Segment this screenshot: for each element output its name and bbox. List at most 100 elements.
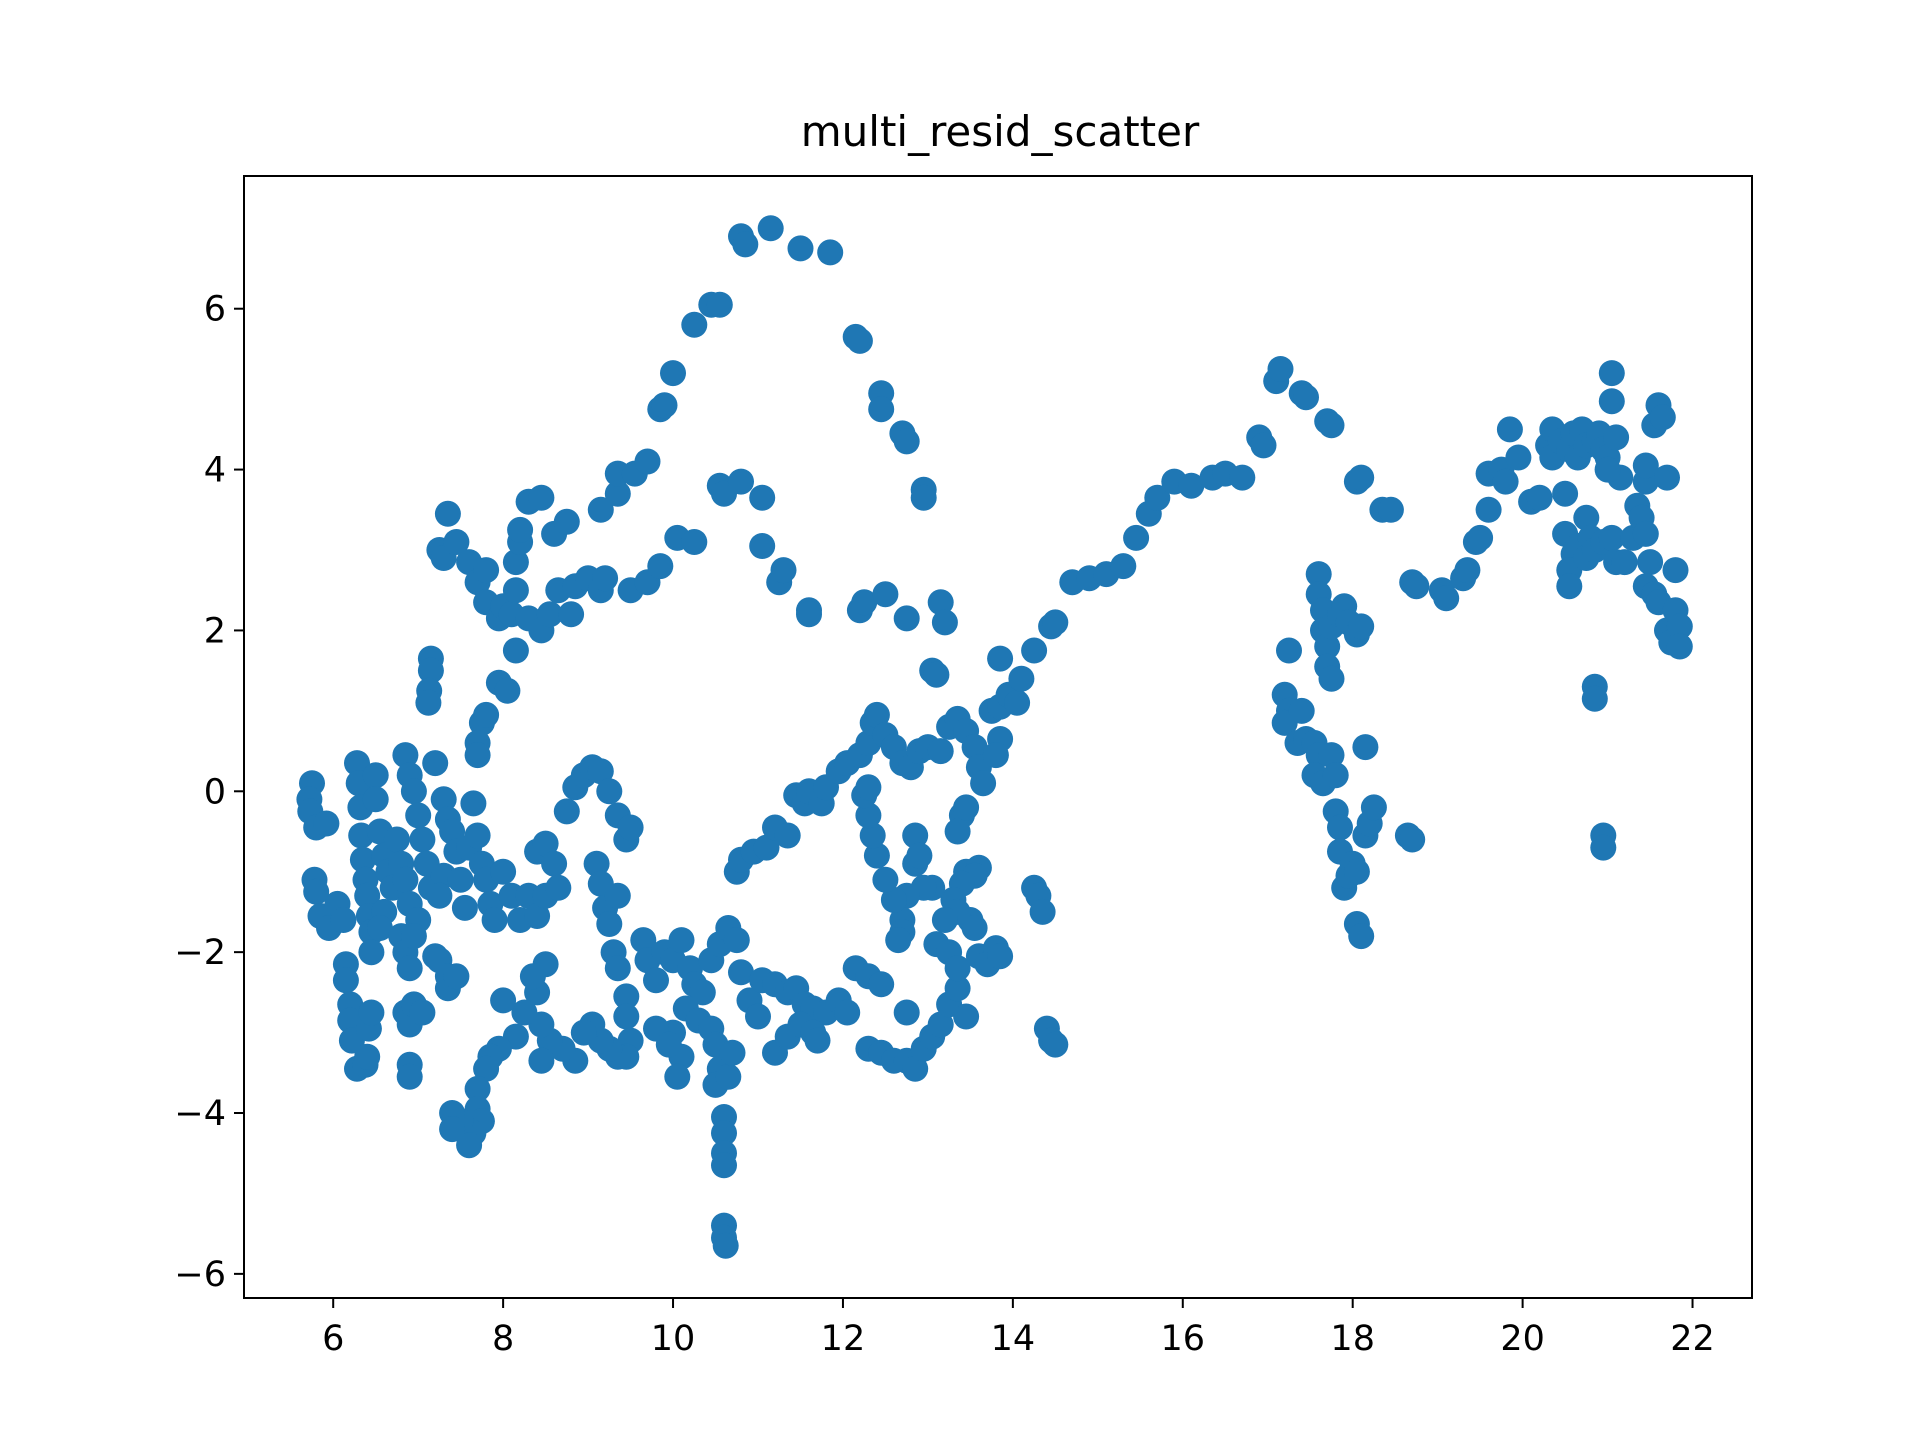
data-point [893, 428, 920, 455]
data-points [296, 215, 1693, 1259]
data-point [711, 1120, 737, 1147]
data-point [643, 967, 669, 994]
data-point [774, 822, 801, 849]
data-point [630, 927, 657, 954]
data-point [1552, 480, 1579, 507]
data-point [868, 396, 895, 423]
x-tick-label: 6 [322, 1319, 344, 1359]
data-point [604, 882, 631, 909]
data-point [923, 661, 950, 688]
data-point [1314, 633, 1341, 660]
data-point [502, 637, 529, 664]
data-point [961, 734, 988, 761]
data-point [931, 609, 958, 636]
data-point [464, 742, 491, 769]
data-point [1454, 557, 1481, 584]
data-point [604, 480, 631, 507]
chart-title: multi_resid_scatter [801, 107, 1200, 156]
data-point [1377, 496, 1404, 523]
data-point [1318, 412, 1345, 439]
data-point [1556, 573, 1583, 600]
data-point [1327, 814, 1353, 841]
data-point [927, 1011, 954, 1038]
data-point [1598, 388, 1625, 415]
data-point [422, 750, 449, 777]
data-point [430, 786, 457, 813]
data-point [1178, 472, 1205, 499]
data-point [366, 915, 393, 941]
data-point [417, 657, 444, 684]
data-point [1611, 549, 1638, 576]
data-point [770, 557, 797, 584]
data-point [1008, 665, 1035, 692]
data-point [1360, 794, 1387, 821]
data-point [303, 878, 330, 905]
x-tick-label: 22 [1670, 1319, 1715, 1359]
data-point [1475, 496, 1502, 523]
y-tick-label: −6 [174, 1255, 226, 1295]
data-point [426, 882, 453, 909]
data-point [1496, 416, 1523, 443]
data-point [524, 903, 551, 929]
data-point [1654, 464, 1680, 491]
data-point [392, 742, 419, 769]
data-point [863, 842, 890, 869]
data-point [893, 605, 920, 632]
data-point [728, 959, 754, 986]
data-point [1348, 613, 1375, 640]
plot-frame [243, 175, 1753, 1299]
data-point [1603, 424, 1630, 451]
data-point [358, 999, 385, 1026]
data-point [1318, 742, 1345, 769]
data-point [494, 677, 521, 704]
x-tick-label: 18 [1330, 1319, 1375, 1359]
data-point [604, 955, 631, 982]
x-tick-label: 14 [991, 1319, 1036, 1359]
data-point [1267, 356, 1294, 382]
data-point [749, 484, 776, 511]
data-point [1004, 689, 1031, 716]
data-point [1666, 613, 1693, 640]
data-point [927, 589, 954, 616]
x-tick-label: 10 [651, 1319, 696, 1359]
data-point [451, 894, 478, 921]
data-point [1492, 468, 1519, 495]
data-point [961, 915, 988, 941]
data-point [846, 327, 873, 354]
data-point [464, 822, 491, 849]
data-point [1581, 685, 1608, 712]
data-point [1110, 553, 1137, 580]
data-point [541, 850, 568, 877]
data-point [634, 448, 661, 475]
data-point [613, 1003, 640, 1030]
data-point [330, 907, 357, 933]
data-point [1403, 573, 1430, 600]
data-point [400, 923, 427, 950]
data-point [553, 798, 580, 825]
data-point [723, 927, 750, 954]
data-point [362, 786, 389, 813]
data-point [944, 818, 971, 845]
data-point [392, 866, 419, 893]
data-point [519, 963, 546, 990]
data-point [855, 802, 882, 829]
data-point [664, 1063, 691, 1090]
y-tick-label: 2 [204, 611, 226, 651]
data-point [362, 762, 389, 789]
data-point [711, 1152, 737, 1179]
data-point [570, 1019, 597, 1046]
data-point [1573, 504, 1600, 531]
data-point [1598, 524, 1625, 551]
data-point [1666, 633, 1693, 660]
data-point [1526, 484, 1553, 511]
data-point [1021, 637, 1048, 664]
data-point [349, 846, 376, 873]
data-point [1399, 826, 1426, 853]
data-point [1123, 524, 1150, 551]
data-point [834, 999, 861, 1026]
data-point [1144, 484, 1171, 511]
data-point [443, 963, 470, 990]
data-point [502, 577, 529, 604]
data-point [902, 822, 929, 849]
